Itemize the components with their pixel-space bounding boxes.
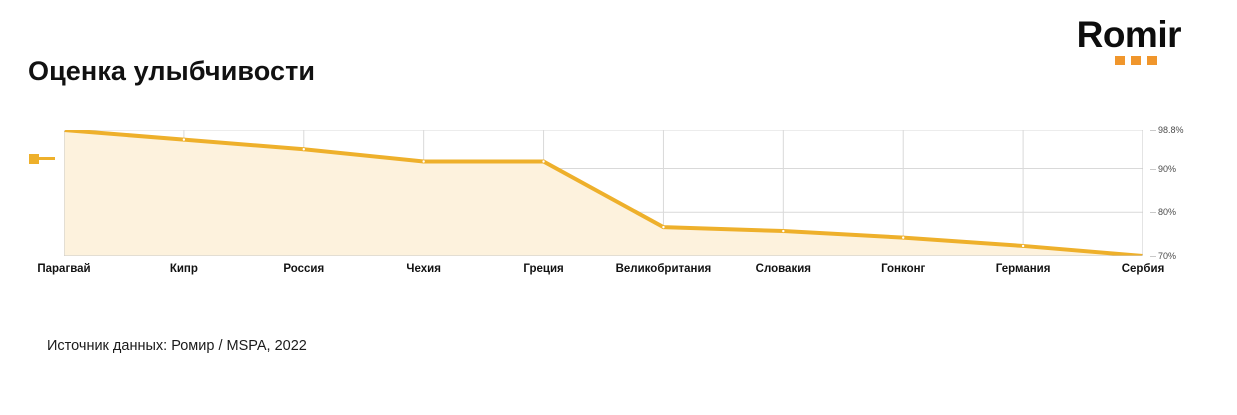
logo-dot-1 (1115, 56, 1125, 65)
data-point (901, 235, 906, 240)
x-axis-labels: Парагвай Кипр Россия Чехия Греция Великобрита… (0, 262, 1237, 286)
x-axis-tick-label: Россия (283, 263, 325, 275)
chart-region: 98.8% 90% 80% 70% Парагвай Кипр Россия Чехия Гр… (0, 126, 1237, 290)
data-point (1021, 243, 1026, 248)
x-axis-tick-label: Сербия (1121, 263, 1165, 275)
x-axis-tick-label: Греция (523, 263, 564, 275)
data-point (541, 159, 546, 164)
logo-wordmark: Romir (1076, 14, 1182, 55)
page-title: Оценка улыбчивости (28, 56, 316, 86)
plot-area (64, 130, 1143, 256)
y-axis-tick-label: 80% (1158, 207, 1177, 218)
logo-dots (1063, 56, 1181, 65)
logo-dot-2 (1131, 56, 1141, 65)
line-chart-svg (64, 130, 1143, 256)
data-point (781, 229, 786, 234)
y-axis-tick-label: 70% (1158, 251, 1177, 261)
romir-logo: Romir (1063, 14, 1182, 66)
y-axis-tick-mark (1150, 130, 1156, 131)
data-point (421, 159, 426, 164)
source-note: Источник данных: Ромир / MSPA, 2022 (47, 338, 307, 354)
y-axis-tick-mark (1150, 256, 1156, 257)
y-axis-tick-mark (1150, 168, 1156, 170)
x-axis-tick-label: Великобритания (615, 263, 712, 275)
legend-line-icon (29, 157, 55, 160)
x-axis-tick-label: Чехия (406, 263, 441, 275)
series-area-fill (64, 130, 1143, 256)
y-axis-tick-label: 98.8% (1158, 125, 1184, 135)
legend-square-icon (29, 154, 39, 164)
data-point (661, 225, 666, 230)
x-axis-tick-label: Словакия (755, 263, 811, 275)
logo-dot-3 (1147, 56, 1157, 65)
series-line (64, 130, 1143, 256)
y-axis-tick-mark (1150, 212, 1156, 214)
y-axis-tick-label: 90% (1158, 163, 1177, 174)
data-point (301, 147, 306, 152)
legend-marker (29, 154, 55, 164)
data-point (181, 137, 186, 142)
x-axis-tick-label: Гонконг (881, 263, 926, 275)
y-axis-labels: 98.8% 90% 80% 70% (1150, 126, 1230, 261)
x-axis-tick-label: Кипр (169, 263, 198, 275)
x-axis-tick-label: Парагвай (37, 263, 91, 275)
x-axis-tick-label: Германия (995, 263, 1051, 275)
